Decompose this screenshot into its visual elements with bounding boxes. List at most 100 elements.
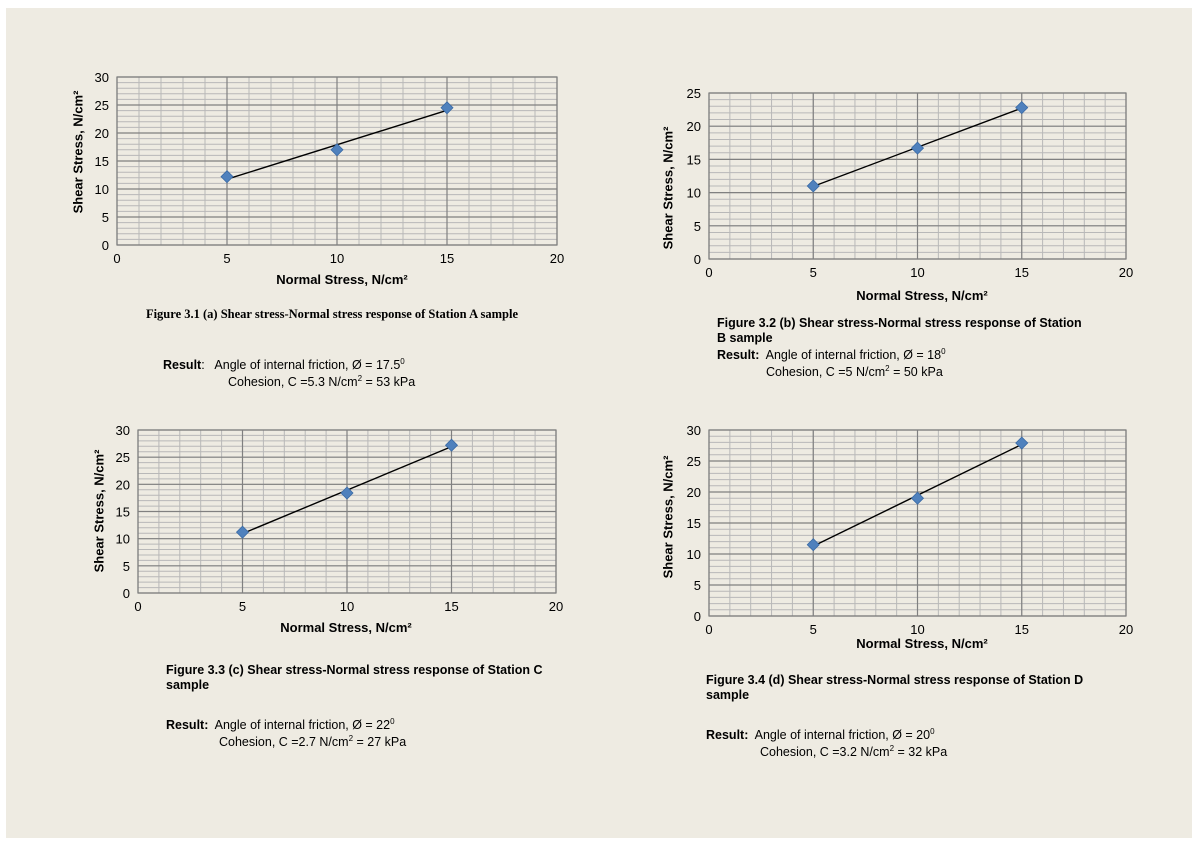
- y-tick-label: 5: [694, 219, 701, 234]
- chart-station-c: 0 5 10 15 20 25 30 0 5 10 15 20 Shear Stress, N/cm²…: [6, 418, 596, 648]
- y-tick-label: 5: [123, 559, 130, 574]
- x-tick-label: 0: [134, 599, 141, 614]
- x-tick-label: 5: [223, 251, 230, 266]
- y-tick-label: 15: [95, 154, 109, 169]
- x-tick-label: 15: [1015, 265, 1029, 280]
- y-tick-label: 10: [116, 532, 130, 547]
- cohesion-sup: 2: [889, 744, 895, 753]
- y-tick-label: 20: [687, 485, 701, 500]
- data-point: [910, 141, 925, 155]
- chart-a-ylabel: Shear Stress, N/cm²: [70, 90, 86, 214]
- y-tick-label: 15: [687, 152, 701, 167]
- degree-sup: 0: [390, 717, 395, 726]
- cohesion-post: = 32 kPa: [894, 745, 948, 759]
- friction-text: Angle of internal friction, Ø = 20: [754, 728, 931, 742]
- x-tick-label: 10: [330, 251, 344, 266]
- friction-text: Angle of internal friction, Ø = 22: [214, 718, 391, 732]
- data-point: [910, 491, 925, 505]
- y-tick-label: 10: [687, 547, 701, 562]
- y-tick-label: 20: [687, 119, 701, 134]
- plot-border: [137, 429, 557, 594]
- chart-d-svg: 0 5 10 15 20 25 30 0 5 10 15 20: [687, 423, 1134, 637]
- x-tick-label: 20: [1119, 622, 1133, 637]
- cohesion-pre: Cohesion, C =2.7 N/cm: [219, 735, 349, 749]
- chart-c-svg: 0 5 10 15 20 25 30 0 5 10 15 20: [116, 423, 564, 614]
- friction-text: Angle of internal friction, Ø = 18: [765, 348, 942, 362]
- chart-a-xlabel: Normal Stress, N/cm²: [276, 272, 408, 287]
- y-tick-label: 5: [102, 210, 109, 225]
- result-label: Result:: [166, 718, 209, 732]
- y-tick-label: 20: [116, 477, 130, 492]
- chart-a-svg: 0 5 10 15 20 25 30 0 5 10 15 20: [95, 70, 565, 266]
- friction-text: Angle of internal friction, Ø = 17.5: [214, 358, 401, 372]
- y-tick-label: 25: [687, 454, 701, 469]
- y-tick-label: 15: [116, 505, 130, 520]
- x-tick-label: 0: [705, 622, 712, 637]
- x-tick-label: 5: [810, 265, 817, 280]
- data-point: [220, 170, 234, 184]
- x-tick-label: 15: [1015, 622, 1029, 637]
- chart-d-xlabel: Normal Stress, N/cm²: [856, 636, 988, 651]
- x-tick-label: 20: [550, 251, 564, 266]
- data-point: [444, 438, 459, 452]
- y-tick-label: 0: [123, 586, 130, 601]
- plot-border: [116, 76, 558, 246]
- chart-station-a: 0 5 10 15 20 25 30 0 5 10 15 20 Shear Stress, N/cm²…: [6, 8, 596, 298]
- data-point: [806, 179, 820, 193]
- x-tick-label: 15: [440, 251, 454, 266]
- data-point: [330, 143, 344, 157]
- cohesion-pre: Cohesion, C =5 N/cm: [766, 365, 886, 379]
- plot-border: [708, 92, 1127, 260]
- data-point: [440, 101, 454, 115]
- chart-station-d: 0 5 10 15 20 25 30 0 5 10 15 20 Shear Stress, N/cm²…: [596, 418, 1192, 658]
- y-tick-label: 10: [95, 182, 109, 197]
- plot-border: [708, 429, 1127, 617]
- y-tick-label: 15: [687, 516, 701, 531]
- cohesion-sup: 2: [357, 374, 363, 383]
- chart-c-xlabel: Normal Stress, N/cm²: [280, 620, 412, 635]
- data-point: [1015, 101, 1029, 115]
- y-tick-label: 10: [687, 186, 701, 201]
- x-tick-label: 15: [444, 599, 458, 614]
- x-tick-label: 0: [705, 265, 712, 280]
- x-tick-label: 5: [239, 599, 246, 614]
- figure-d-caption: Figure 3.4 (d) Shear stress-Normal stres…: [706, 673, 1084, 702]
- y-tick-label: 25: [116, 450, 130, 465]
- cohesion-post: = 50 kPa: [889, 365, 943, 379]
- y-tick-label: 5: [694, 578, 701, 593]
- y-tick-label: 25: [687, 86, 701, 101]
- figure-a-caption: Figure 3.1 (a) Shear stress-Normal stres…: [145, 307, 519, 321]
- x-tick-label: 10: [340, 599, 354, 614]
- x-tick-label: 0: [113, 251, 120, 266]
- y-tick-label: 30: [95, 70, 109, 85]
- y-tick-label: 25: [95, 98, 109, 113]
- y-tick-label: 30: [116, 423, 130, 438]
- result-label: Result:: [706, 728, 749, 742]
- degree-sup: 0: [941, 347, 946, 356]
- chart-c-ylabel: Shear Stress, N/cm²: [91, 449, 107, 573]
- cohesion-post: = 27 kPa: [353, 735, 407, 749]
- chart-station-b: 0 5 10 15 20 25 0 5 10 15 20 Shear Stress, N/cm² N…: [596, 8, 1192, 318]
- chart-b-ylabel: Shear Stress, N/cm²: [660, 126, 676, 250]
- y-tick-label: 0: [694, 252, 701, 267]
- cohesion-sup: 2: [885, 364, 890, 373]
- figure-d-result: Result: Angle of internal friction, Ø = …: [706, 727, 947, 761]
- data-point: [1015, 436, 1029, 450]
- y-tick-label: 0: [102, 238, 109, 253]
- x-tick-label: 5: [810, 622, 817, 637]
- result-label: Result:: [717, 348, 760, 362]
- result-label: Result: [163, 358, 202, 372]
- cohesion-post: = 53 kPa: [362, 375, 416, 389]
- cohesion-pre: Cohesion, C =3.2 N/cm: [760, 745, 890, 759]
- y-tick-label: 30: [687, 423, 701, 438]
- data-point: [235, 525, 250, 539]
- x-tick-label: 10: [910, 265, 924, 280]
- degree-sup: 0: [930, 727, 935, 736]
- data-point: [806, 538, 820, 552]
- cohesion-pre: Cohesion, C =5.3 N/cm: [228, 375, 358, 389]
- chart-b-xlabel: Normal Stress, N/cm²: [856, 288, 988, 303]
- x-tick-label: 20: [1119, 265, 1133, 280]
- chart-d-ylabel: Shear Stress, N/cm²: [660, 455, 676, 579]
- chart-b-svg: 0 5 10 15 20 25 0 5 10 15 20: [687, 86, 1134, 280]
- y-tick-label: 0: [694, 609, 701, 624]
